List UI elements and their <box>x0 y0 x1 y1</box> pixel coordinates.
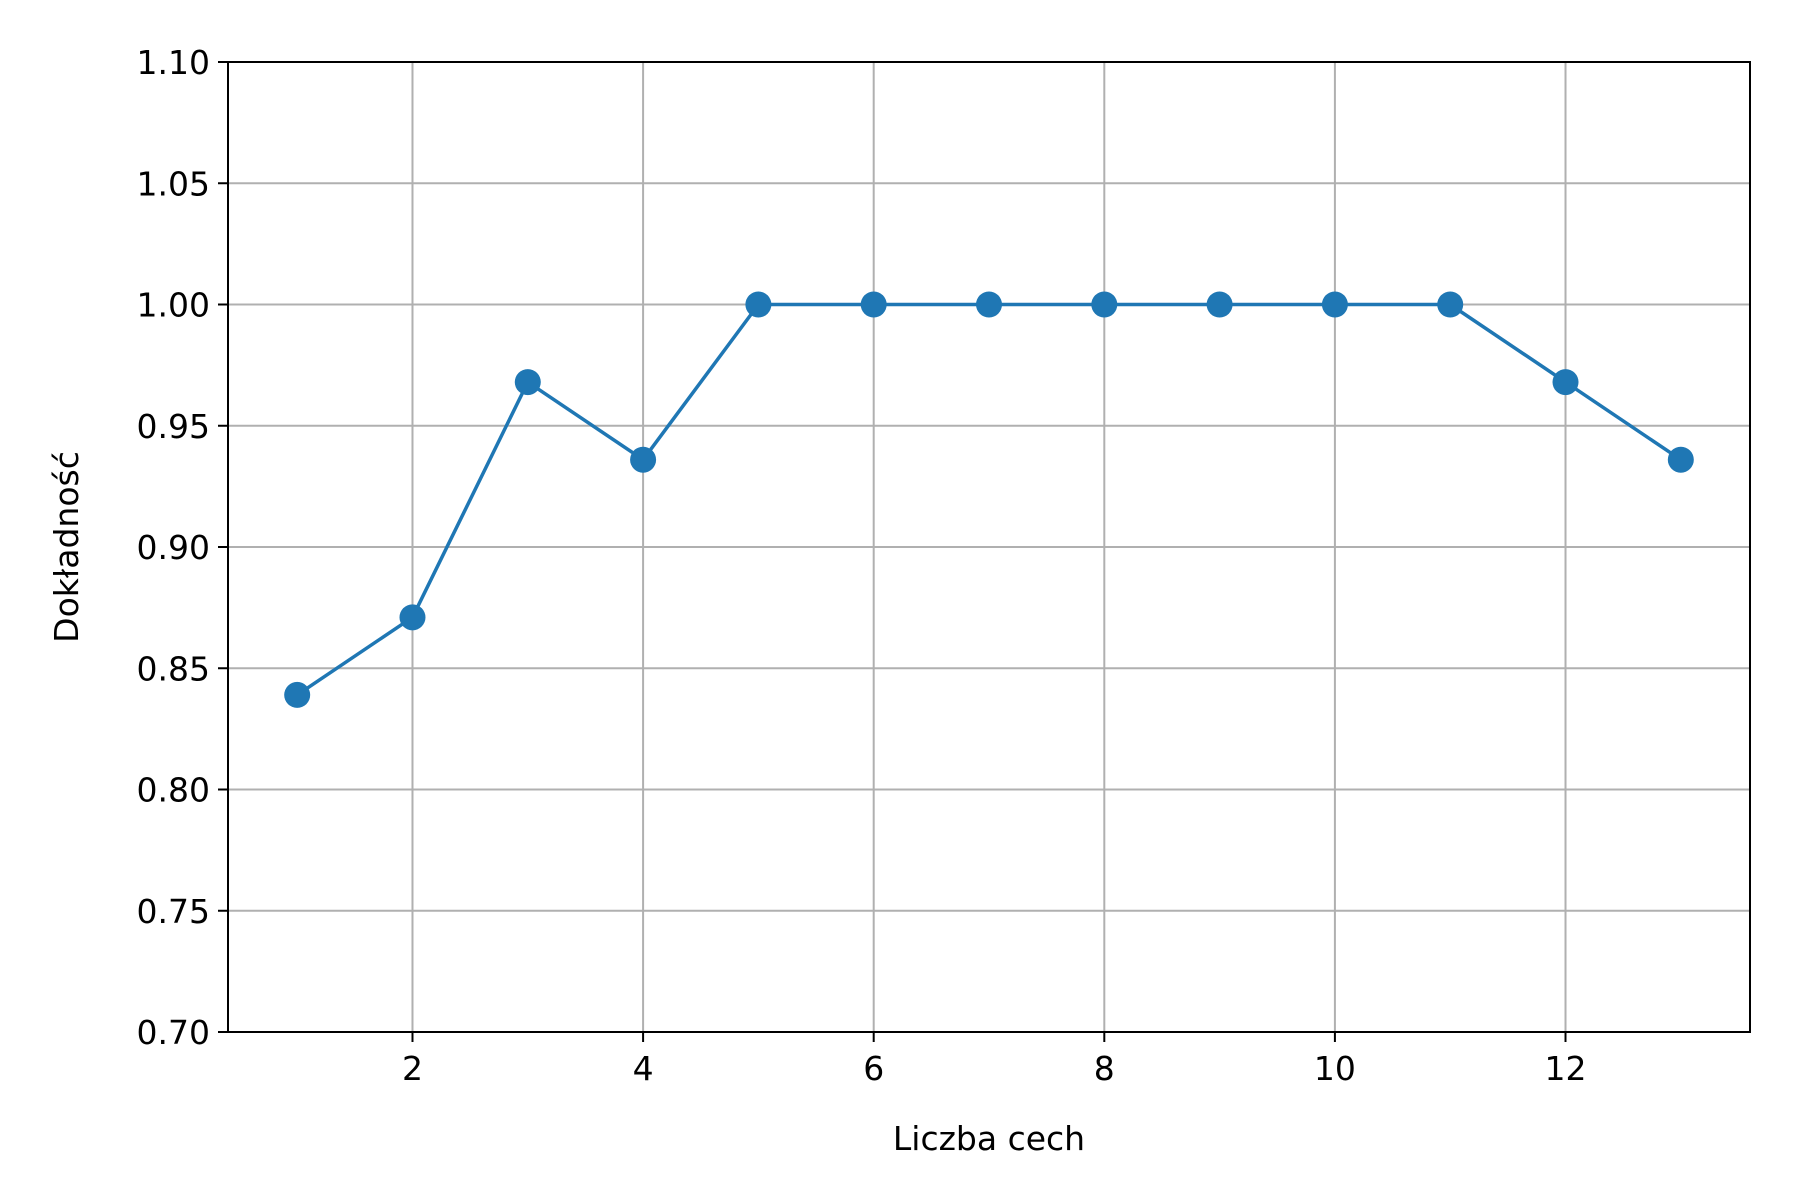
data-point <box>1667 446 1694 473</box>
x-tick-label: 6 <box>863 1049 884 1088</box>
x-tick-label: 12 <box>1545 1049 1587 1088</box>
data-point <box>399 604 426 631</box>
series-layer <box>284 291 1694 708</box>
y-tick-label: 0.70 <box>137 1013 210 1052</box>
series-line <box>296 302 1682 697</box>
data-point <box>284 681 311 708</box>
x-tick-label: 2 <box>402 1049 423 1088</box>
data-point <box>1437 291 1464 318</box>
data-point <box>976 291 1002 318</box>
y-tick-label: 0.95 <box>137 407 210 446</box>
data-point <box>1321 291 1348 318</box>
grid <box>228 61 1750 1033</box>
ticks: 2 4 6 8 10 12 0.70 0.75 0.80 0.85 0.90 0.95 1.00 1.05… <box>137 43 1587 1088</box>
y-tick-label: 0.85 <box>137 649 210 688</box>
data-point <box>860 291 887 318</box>
data-point <box>514 369 541 396</box>
y-tick-label: 0.90 <box>137 528 210 567</box>
data-point <box>630 446 657 473</box>
data-point <box>745 291 772 318</box>
y-tick-label: 1.00 <box>137 286 210 325</box>
data-point <box>1206 291 1233 318</box>
data-point <box>1552 369 1579 396</box>
x-tick-label: 8 <box>1094 1049 1115 1088</box>
y-tick-label: 0.75 <box>137 892 210 931</box>
x-tick-label: 4 <box>633 1049 654 1088</box>
y-tick-label: 1.05 <box>137 164 210 203</box>
y-tick-label: 0.80 <box>137 771 210 810</box>
y-tick-label: 1.10 <box>137 43 210 82</box>
x-axis-title: Liczba cech <box>893 1119 1085 1158</box>
data-point <box>1091 291 1118 318</box>
x-tick-label: 10 <box>1314 1049 1356 1088</box>
y-axis-title: Dokładność <box>47 451 86 643</box>
